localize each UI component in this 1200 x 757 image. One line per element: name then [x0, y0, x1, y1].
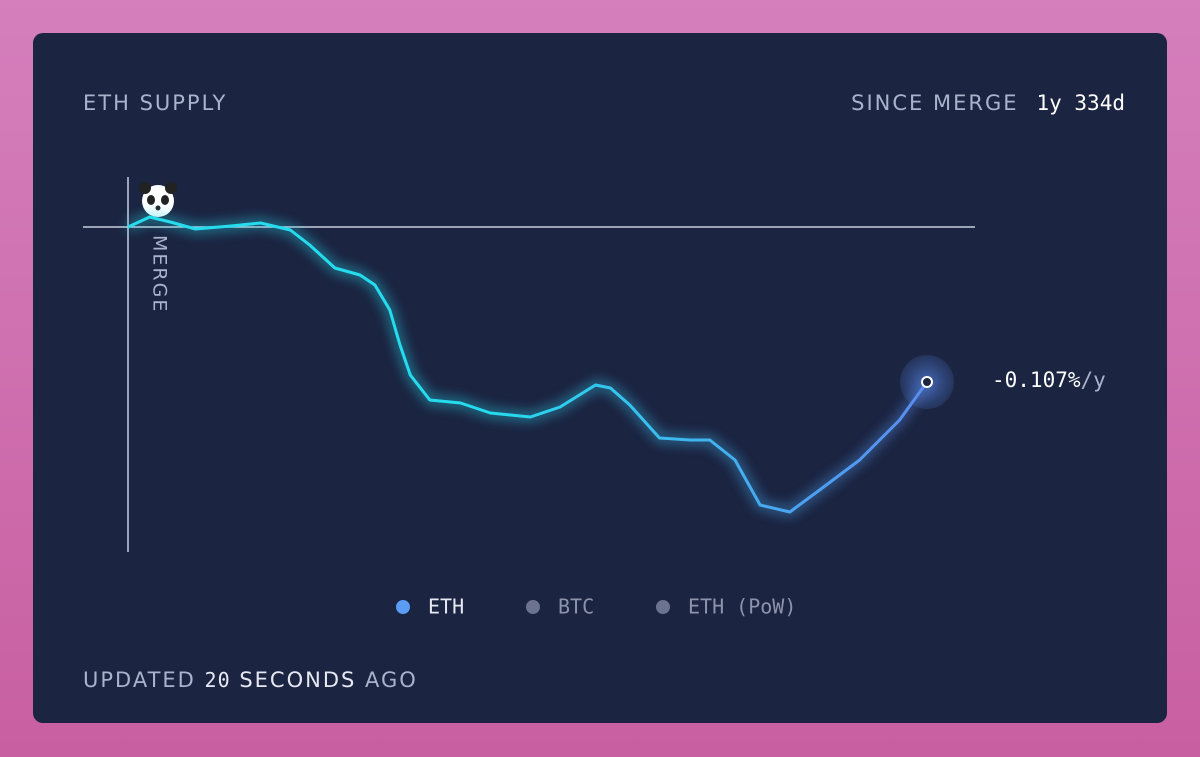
legend-label: BTC [558, 595, 594, 619]
footer-count: 20 [205, 668, 231, 692]
legend-dot [656, 600, 670, 614]
footer-unit: SECONDS [239, 668, 356, 692]
legend-item[interactable]: ETH [396, 595, 464, 619]
legend-item[interactable]: BTC [526, 595, 594, 619]
card-title: ETH SUPPLY [83, 91, 227, 115]
footer: UPDATED 20 SECONDS AGO [83, 668, 418, 693]
since-merge: SINCE MERGE 1y 334d [851, 91, 1125, 115]
since-label: SINCE MERGE [851, 91, 1018, 115]
panda-icon [139, 182, 177, 217]
legend-dot [526, 600, 540, 614]
end-value: -0.107% [992, 368, 1081, 392]
series-line [127, 215, 929, 514]
since-value: 1y 334d [1036, 91, 1125, 115]
legend-label: ETH [428, 595, 464, 619]
legend-item[interactable]: ETH (PoW) [656, 595, 796, 619]
footer-updated: UPDATED [83, 668, 196, 692]
end-point [921, 376, 933, 388]
end-unit: /y [1081, 368, 1106, 392]
legend-label: ETH (PoW) [688, 595, 796, 619]
card [33, 33, 1167, 723]
merge-label: MERGE [149, 235, 171, 313]
footer-ago: AGO [365, 668, 418, 692]
legend-dot [396, 600, 410, 614]
end-label: -0.107%/y [992, 368, 1106, 392]
